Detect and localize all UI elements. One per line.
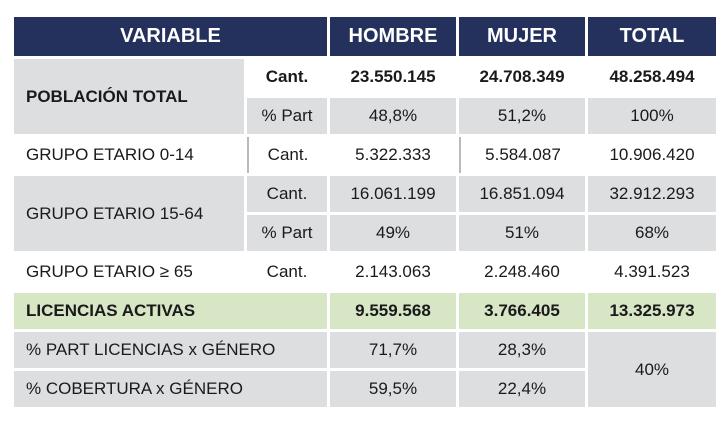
- hombre-cell: 59,5%: [330, 371, 456, 407]
- table-row: GRUPO ETARIO 0-14 Cant. 5.322.333 5.584.…: [14, 137, 716, 173]
- table-row: % Part 48,8% 51,2% 100%: [14, 98, 716, 134]
- row-label-poblacion-total: POBLACIÓN TOTAL: [14, 59, 244, 134]
- measure-cell: % Part: [247, 215, 327, 251]
- mujer-cell: 5.584.087: [459, 137, 585, 173]
- hombre-cell: 23.550.145: [330, 59, 456, 95]
- row-label-grupo-65: GRUPO ETARIO ≥ 65: [14, 254, 244, 290]
- table-row: LICENCIAS ACTIVAS 9.559.568 3.766.405 13…: [14, 293, 716, 329]
- total-cell-cobertura: 40%: [588, 332, 716, 407]
- mujer-cell: 22,4%: [459, 371, 585, 407]
- table-row: % Part 49% 51% 68%: [14, 215, 716, 251]
- row-label-part-licencias: % PART LICENCIAS x GÉNERO: [14, 332, 327, 368]
- mujer-cell: 28,3%: [459, 332, 585, 368]
- row-label-cobertura: % COBERTURA x GÉNERO: [14, 371, 327, 407]
- table-row: GRUPO ETARIO 15-64 Cant. 16.061.199 16.8…: [14, 176, 716, 251]
- header-hombre: HOMBRE: [330, 17, 456, 56]
- total-cell: 68%: [588, 215, 716, 251]
- mujer-cell: 51,2%: [459, 98, 585, 134]
- mujer-cell: 2.248.460: [459, 254, 585, 290]
- measure-cell: Cant.: [247, 176, 327, 212]
- mujer-cell: 16.851.094: [459, 176, 585, 212]
- total-cell: 10.906.420: [588, 137, 716, 173]
- hombre-cell: 9.559.568: [330, 293, 456, 329]
- total-cell: 4.391.523: [588, 254, 716, 290]
- header-row: VARIABLE HOMBRE MUJER TOTAL: [14, 17, 716, 56]
- header-mujer: MUJER: [459, 17, 585, 56]
- header-variable: VARIABLE: [14, 17, 327, 56]
- table-row: % COBERTURA x GÉNERO 59,5% 22,4%: [14, 371, 716, 407]
- measure-cell: % Part: [247, 98, 327, 134]
- table-row: GRUPO ETARIO ≥ 65 Cant. 2.143.063 2.248.…: [14, 254, 716, 290]
- mujer-cell: 51%: [459, 215, 585, 251]
- header-total: TOTAL: [588, 17, 716, 56]
- hombre-cell: 16.061.199: [330, 176, 456, 212]
- total-cell: 13.325.973: [588, 293, 716, 329]
- table-row: POBLACIÓN TOTAL Cant. 23.550.145 24.708.…: [14, 59, 716, 134]
- population-licenses-table: VARIABLE HOMBRE MUJER TOTAL POBLACIÓN TO…: [11, 14, 719, 410]
- hombre-cell: 48,8%: [330, 98, 456, 134]
- hombre-cell: 2.143.063: [330, 254, 456, 290]
- hombre-cell: 49%: [330, 215, 456, 251]
- row-label-grupo-15-64: GRUPO ETARIO 15-64: [14, 176, 244, 251]
- mujer-cell: 24.708.349: [459, 59, 585, 95]
- row-label-licencias-activas: LICENCIAS ACTIVAS: [14, 293, 327, 329]
- row-label-grupo-0-14: GRUPO ETARIO 0-14: [14, 137, 244, 173]
- total-cell: 100%: [588, 98, 716, 134]
- total-cell: 48.258.494: [588, 59, 716, 95]
- total-cell: 32.912.293: [588, 176, 716, 212]
- mujer-cell: 3.766.405: [459, 293, 585, 329]
- hombre-cell: 71,7%: [330, 332, 456, 368]
- measure-cell: Cant.: [247, 254, 327, 290]
- measure-cell: Cant.: [247, 137, 327, 173]
- hombre-cell: 5.322.333: [330, 137, 456, 173]
- measure-cell: Cant.: [247, 59, 327, 95]
- table-row: % PART LICENCIAS x GÉNERO 71,7% 28,3% 40…: [14, 332, 716, 407]
